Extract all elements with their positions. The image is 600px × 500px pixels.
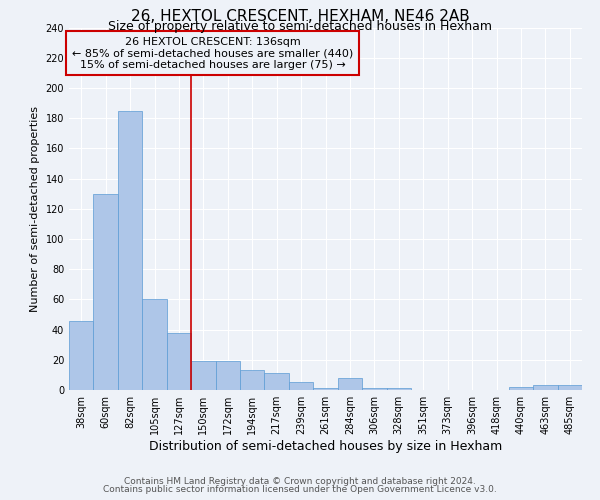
Text: 26, HEXTOL CRESCENT, HEXHAM, NE46 2AB: 26, HEXTOL CRESCENT, HEXHAM, NE46 2AB [131,9,469,24]
Text: Contains public sector information licensed under the Open Government Licence v3: Contains public sector information licen… [103,485,497,494]
Bar [338,378,362,390]
Bar [191,362,215,390]
Text: 26 HEXTOL CRESCENT: 136sqm
← 85% of semi-detached houses are smaller (440)
15% o: 26 HEXTOL CRESCENT: 136sqm ← 85% of semi… [72,36,353,70]
Bar [69,320,94,390]
Bar [167,332,191,390]
Bar [509,387,533,390]
Text: Size of property relative to semi-detached houses in Hexham: Size of property relative to semi-detach… [108,20,492,33]
X-axis label: Distribution of semi-detached houses by size in Hexham: Distribution of semi-detached houses by … [149,440,502,453]
Bar [313,388,338,390]
Bar [362,388,386,390]
Bar [557,386,582,390]
Bar [533,386,557,390]
Bar [94,194,118,390]
Bar [240,370,265,390]
Text: Contains HM Land Registry data © Crown copyright and database right 2024.: Contains HM Land Registry data © Crown c… [124,477,476,486]
Bar [386,388,411,390]
Bar [265,374,289,390]
Bar [118,110,142,390]
Y-axis label: Number of semi-detached properties: Number of semi-detached properties [30,106,40,312]
Bar [289,382,313,390]
Bar [215,362,240,390]
Bar [142,300,167,390]
